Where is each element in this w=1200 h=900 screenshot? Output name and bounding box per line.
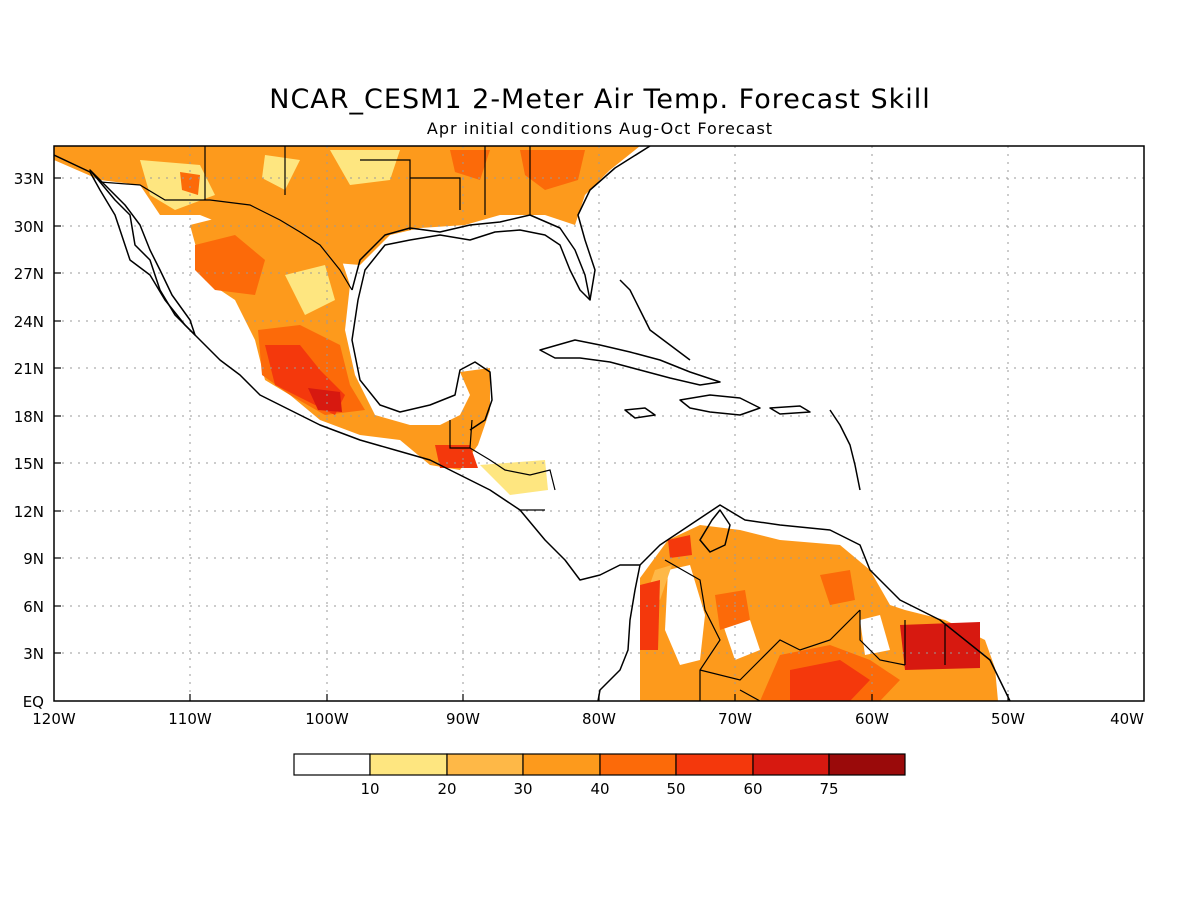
shade-sa-red bbox=[715, 590, 750, 630]
coast-cuba bbox=[539, 339, 721, 386]
lon-label: 50W bbox=[991, 710, 1025, 728]
coast-gulf bbox=[351, 214, 591, 431]
coast-antilles bbox=[829, 409, 861, 491]
lat-label: 27N bbox=[14, 265, 44, 283]
shade-usa-red bbox=[520, 150, 585, 190]
lon-labels: 120W 110W 100W 90W 80W 70W 60W 50W 40W bbox=[32, 710, 1144, 728]
coast-puerto-rico bbox=[769, 405, 811, 415]
lon-label: 120W bbox=[32, 710, 76, 728]
colorbar-swatch-4 bbox=[599, 753, 677, 776]
colorbar-swatch-7 bbox=[828, 753, 906, 776]
colorbar-swatch-2 bbox=[446, 753, 524, 776]
border-central-america bbox=[449, 419, 556, 511]
colorbar-swatch-1 bbox=[369, 753, 448, 776]
colorbar: 10 20 30 40 50 60 75 bbox=[293, 753, 906, 798]
colorbar-swatch-6 bbox=[752, 753, 830, 776]
lat-label: 15N bbox=[14, 455, 44, 473]
lat-labels: 33N 30N 27N 24N 21N 18N 15N 12N 9N 6N 3N… bbox=[14, 170, 44, 711]
coast-jamaica bbox=[624, 407, 656, 419]
colorbar-swatch-0 bbox=[293, 753, 371, 776]
coast-venezuela-gulf bbox=[699, 509, 731, 553]
border-us-mexico bbox=[99, 181, 353, 291]
lat-label: 24N bbox=[14, 313, 44, 331]
lat-label: 30N bbox=[14, 218, 44, 236]
shade-mexico-red bbox=[195, 235, 265, 295]
lat-label: EQ bbox=[23, 693, 44, 711]
lon-label: 80W bbox=[582, 710, 616, 728]
shade-usa-red bbox=[180, 172, 200, 195]
lon-label: 110W bbox=[168, 710, 212, 728]
shade-cam-yellow bbox=[480, 460, 548, 495]
lat-label: 18N bbox=[14, 408, 44, 426]
lat-label: 9N bbox=[23, 550, 44, 568]
colorbar-label: 40 bbox=[590, 780, 609, 798]
shade-sa-red bbox=[820, 570, 855, 605]
shade-sa-white bbox=[860, 615, 890, 655]
coast-hispaniola bbox=[679, 394, 761, 416]
shade-sa-deepred bbox=[790, 660, 870, 701]
colorbar-label: 75 bbox=[819, 780, 838, 798]
chart-subtitle: Apr initial conditions Aug-Oct Forecast bbox=[426, 119, 774, 138]
shade-sa-white bbox=[665, 565, 705, 665]
lat-label: 21N bbox=[14, 360, 44, 378]
shade-guatemala-red bbox=[435, 445, 478, 468]
lon-label: 90W bbox=[446, 710, 480, 728]
shade-colombia-red bbox=[668, 535, 692, 558]
colorbar-label: 60 bbox=[743, 780, 762, 798]
shade-mexico-yellow bbox=[285, 265, 335, 315]
coast-bahamas bbox=[619, 279, 691, 361]
chart-title: NCAR_CESM1 2-Meter Air Temp. Forecast Sk… bbox=[269, 84, 931, 115]
shade-usa-yellow bbox=[140, 160, 215, 210]
coast-sa-west bbox=[597, 564, 641, 701]
lat-label: 33N bbox=[14, 170, 44, 188]
shade-mexico-deepred bbox=[308, 388, 342, 412]
lat-label: 3N bbox=[23, 645, 44, 663]
country-borders bbox=[99, 146, 946, 701]
shade-guiana-red bbox=[900, 622, 980, 670]
lon-label: 60W bbox=[855, 710, 889, 728]
colorbar-swatch-5 bbox=[675, 753, 754, 776]
gridlines bbox=[54, 146, 1144, 701]
coast-baja bbox=[89, 169, 196, 336]
lat-label: 12N bbox=[14, 503, 44, 521]
lon-label: 100W bbox=[305, 710, 349, 728]
colorbar-label: 30 bbox=[513, 780, 532, 798]
lon-label: 70W bbox=[718, 710, 752, 728]
skill-shading bbox=[54, 146, 998, 701]
shade-mexico bbox=[190, 210, 490, 470]
coastlines bbox=[54, 146, 1011, 701]
colorbar-label: 10 bbox=[360, 780, 379, 798]
colorbar-label: 20 bbox=[437, 780, 456, 798]
shade-usa-yellow bbox=[330, 150, 400, 185]
shade-sa-red bbox=[640, 580, 660, 650]
colorbar-swatch-3 bbox=[522, 753, 601, 776]
border-south-america bbox=[664, 559, 946, 701]
border-us-states bbox=[204, 146, 531, 230]
coast-florida-east bbox=[577, 146, 651, 301]
axis-ticks bbox=[54, 177, 1009, 701]
shade-usa-yellow bbox=[262, 155, 300, 190]
lat-label: 6N bbox=[23, 598, 44, 616]
shade-usa-red bbox=[450, 150, 490, 180]
lon-label: 40W bbox=[1110, 710, 1144, 728]
colorbar-label: 50 bbox=[666, 780, 685, 798]
